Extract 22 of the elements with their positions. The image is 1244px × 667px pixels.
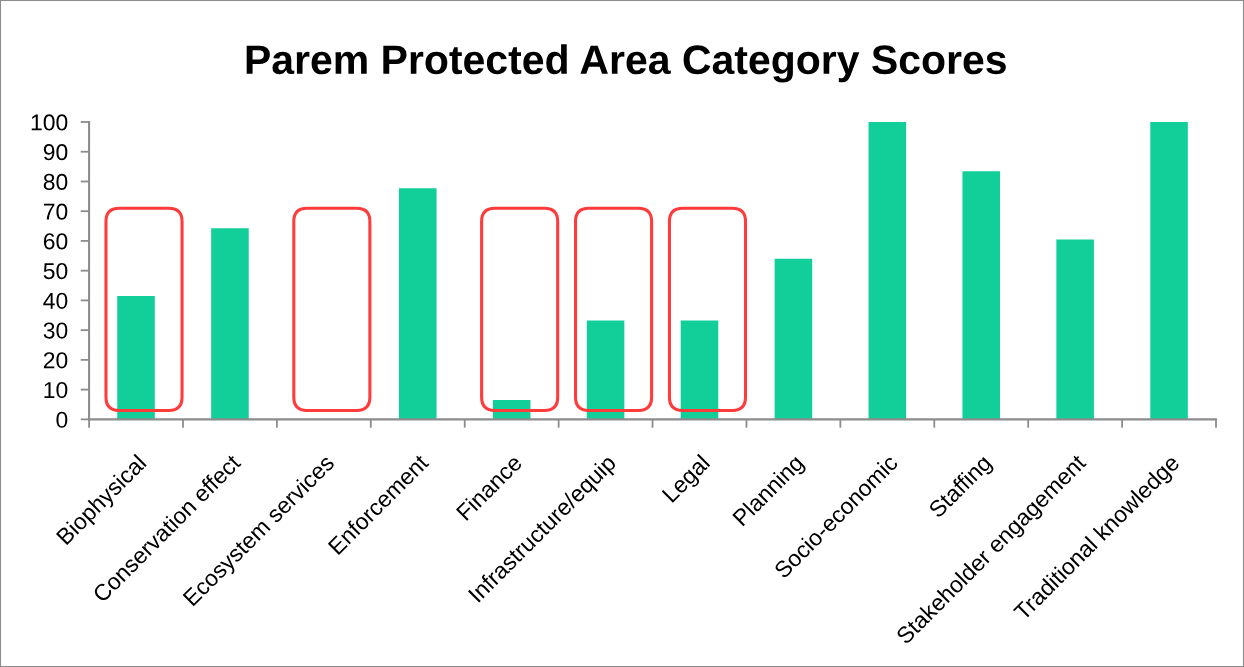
bar (1150, 121, 1188, 420)
chart-title: Parem Protected Area Category Scores (246, 44, 1006, 83)
y-tick-label: 60 (43, 233, 68, 250)
y-tick-label: 70 (43, 203, 68, 220)
bar (398, 188, 437, 420)
y-tick-label: 100 (31, 114, 68, 131)
bar (680, 320, 719, 420)
y-tick-label: 20 (43, 352, 68, 369)
bar (1056, 239, 1094, 420)
y-tick-label: 30 (43, 322, 68, 339)
bar (117, 295, 155, 420)
bar (868, 121, 907, 420)
bar (962, 171, 1001, 420)
bar (211, 228, 249, 420)
bar (586, 320, 625, 420)
y-tick-label: 50 (43, 262, 68, 280)
y-tick-label: 90 (43, 144, 68, 161)
y-tick-label: 10 (44, 381, 68, 399)
bar (774, 258, 813, 420)
y-tick-label: 0 (56, 411, 68, 428)
y-tick-label: 80 (43, 173, 68, 190)
y-tick-label: 40 (43, 292, 68, 309)
